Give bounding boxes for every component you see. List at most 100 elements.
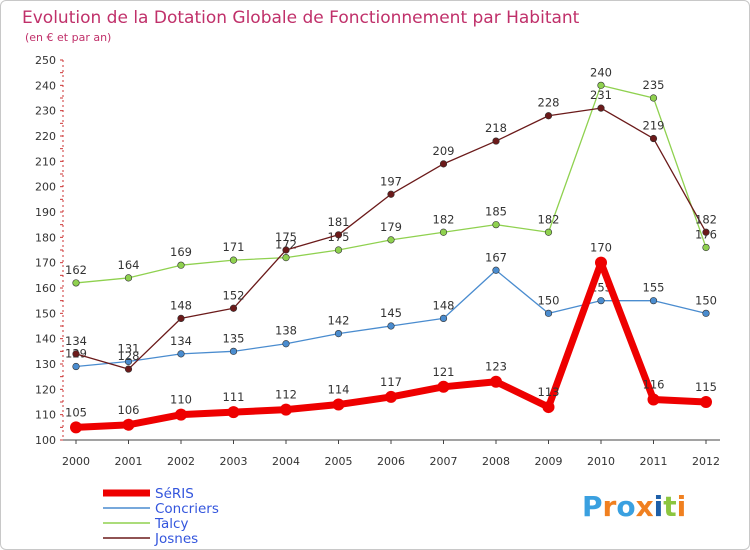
data-point (332, 398, 345, 411)
data-label: 152 (223, 288, 245, 302)
data-point (437, 380, 450, 393)
data-point (124, 357, 133, 366)
data-label: 131 (118, 341, 140, 355)
data-label: 145 (380, 306, 402, 320)
axes: 100 110 120 130 140 150 160 170 180 190 200 210 220 2… (35, 54, 720, 468)
legend-label: SéRIS (155, 486, 194, 502)
data-point (492, 221, 500, 229)
data-label: 162 (65, 263, 87, 277)
data-point (177, 314, 185, 323)
series-josnes: 134 128 148 152 175 181 197 209 218 228 231 219 182 (65, 88, 717, 373)
data-label: 142 (328, 314, 350, 328)
data-point (387, 322, 395, 330)
data-label: 197 (380, 174, 402, 188)
y-tick-label: 150 (35, 307, 56, 320)
series-concriers: 129131134135138142145148167150155155150 (65, 250, 717, 371)
data-point (544, 309, 553, 317)
data-label: 171 (223, 240, 245, 254)
data-point (439, 160, 448, 168)
y-tick-label: 200 (35, 181, 56, 194)
x-tick-label: 2002 (167, 455, 195, 468)
y-tick-label: 230 (35, 105, 56, 118)
data-point (334, 330, 343, 338)
x-tick-label: 2005 (325, 455, 353, 468)
x-tick-label: 2009 (535, 455, 563, 468)
data-point (387, 190, 395, 198)
data-point (542, 401, 555, 414)
data-point (647, 393, 660, 406)
data-label: 123 (485, 360, 507, 374)
data-point (544, 228, 553, 236)
logo-letter: t (663, 490, 676, 523)
data-label: 134 (65, 334, 87, 348)
data-label: 138 (275, 324, 297, 338)
data-label: 164 (118, 258, 140, 272)
y-tick-label: 180 (35, 231, 56, 244)
y-tick-label: 160 (35, 282, 56, 295)
data-label: 116 (643, 377, 665, 391)
data-point (282, 340, 290, 348)
x-tick-label: 2007 (430, 455, 458, 468)
data-label: 121 (433, 365, 455, 379)
y-tick-label: 250 (35, 54, 56, 67)
logo-letter: P (582, 490, 603, 523)
x-tick-label: 2011 (640, 455, 668, 468)
logo-letter: o (616, 490, 635, 523)
x-tick-label: 2004 (272, 455, 300, 468)
data-label: 106 (118, 403, 140, 417)
data-label: 209 (433, 144, 455, 158)
logo-letter: x (636, 490, 654, 523)
data-label: 240 (590, 65, 612, 79)
data-label: 218 (485, 121, 507, 135)
data-label: 228 (538, 96, 560, 110)
data-label: 135 (223, 331, 245, 345)
data-point (702, 243, 710, 252)
data-point (124, 274, 133, 282)
data-point (227, 406, 240, 419)
data-label: 167 (485, 250, 507, 264)
data-label: 113 (538, 385, 560, 399)
legend-label: Talcy (154, 516, 188, 532)
data-point (70, 421, 82, 434)
data-label: 148 (433, 298, 455, 312)
data-point (124, 365, 133, 373)
data-point (702, 228, 710, 236)
data-label: 155 (643, 281, 665, 295)
data-point (282, 254, 290, 262)
y-tick-label: 190 (35, 206, 56, 219)
data-label: 182 (695, 212, 717, 226)
proxiti-logo: Proxiti (582, 490, 686, 523)
chart-subtitle: (en € et par an) (25, 31, 111, 44)
data-label: 105 (65, 405, 87, 419)
data-point (229, 256, 238, 264)
data-point (439, 228, 448, 236)
x-tick-label: 2003 (220, 455, 248, 468)
data-point (597, 81, 605, 89)
data-point (175, 408, 187, 421)
x-tick-label: 2001 (115, 455, 143, 468)
data-label: 185 (485, 205, 507, 219)
data-point (544, 112, 553, 120)
data-label: 111 (223, 390, 245, 404)
data-label: 170 (590, 241, 612, 255)
data-point (334, 246, 343, 254)
x-tick-label: 2006 (377, 455, 405, 468)
data-label: 150 (695, 293, 717, 307)
y-tick-label: 130 (35, 358, 56, 371)
data-point (72, 362, 80, 371)
legend-label: Concriers (155, 501, 219, 517)
y-tick-label: 240 (35, 79, 56, 92)
data-point (334, 231, 343, 239)
y-tick-label: 170 (35, 257, 56, 270)
data-point (595, 256, 607, 269)
data-label: 182 (433, 212, 455, 226)
data-point (492, 137, 500, 145)
data-point (649, 297, 658, 305)
x-tick-label: 2012 (692, 455, 720, 468)
data-label: 150 (538, 293, 560, 307)
y-tick-label: 220 (35, 130, 56, 143)
chart-title: Evolution de la Dotation Globale de Fonc… (22, 8, 580, 28)
data-label: 134 (170, 334, 192, 348)
data-label: 148 (170, 298, 192, 312)
